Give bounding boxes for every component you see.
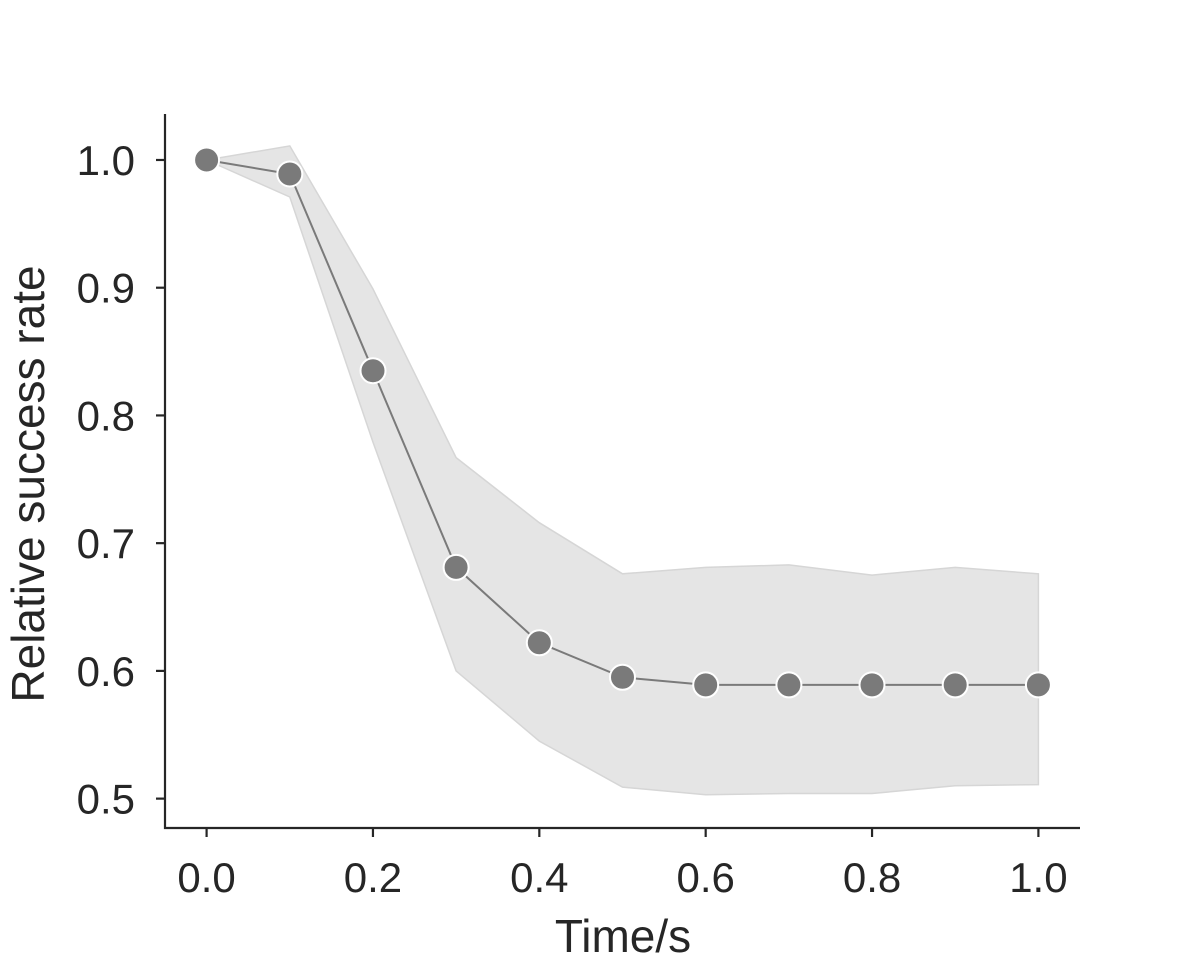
data-point <box>858 671 886 699</box>
x-tick-label: 0.2 <box>344 854 402 901</box>
axes-spines <box>163 114 1080 830</box>
x-tick-label: 0.6 <box>676 854 734 901</box>
data-point <box>442 553 470 581</box>
y-tick-label: 0.9 <box>77 265 135 312</box>
y-axis-title: Relative success rate <box>2 265 54 702</box>
x-tick-label: 0.0 <box>177 854 235 901</box>
data-markers <box>193 146 1052 699</box>
y-tick-label: 0.8 <box>77 392 135 439</box>
x-tick-label: 0.8 <box>843 854 901 901</box>
x-axis-title: Time/s <box>555 910 691 962</box>
data-point <box>609 663 636 691</box>
y-tick-label: 0.7 <box>77 520 135 567</box>
x-tick-label: 1.0 <box>1009 854 1067 901</box>
y-axis-ticks: 0.5 0.6 0.7 0.8 0.9 1.0 <box>77 137 165 823</box>
confidence-band <box>204 145 1040 796</box>
data-point <box>692 671 720 699</box>
y-tick-label: 0.5 <box>77 776 135 823</box>
data-point <box>775 671 803 699</box>
y-tick-label: 0.6 <box>77 648 135 695</box>
data-point <box>1024 671 1052 699</box>
data-point <box>276 160 304 188</box>
data-point <box>359 357 387 385</box>
x-axis-ticks: 0.0 0.2 0.4 0.6 0.8 1.0 <box>177 828 1068 901</box>
data-point <box>941 671 969 699</box>
y-tick-label: 1.0 <box>77 137 135 184</box>
data-point <box>193 146 221 174</box>
data-point <box>525 629 553 657</box>
x-tick-label: 0.4 <box>510 854 568 901</box>
